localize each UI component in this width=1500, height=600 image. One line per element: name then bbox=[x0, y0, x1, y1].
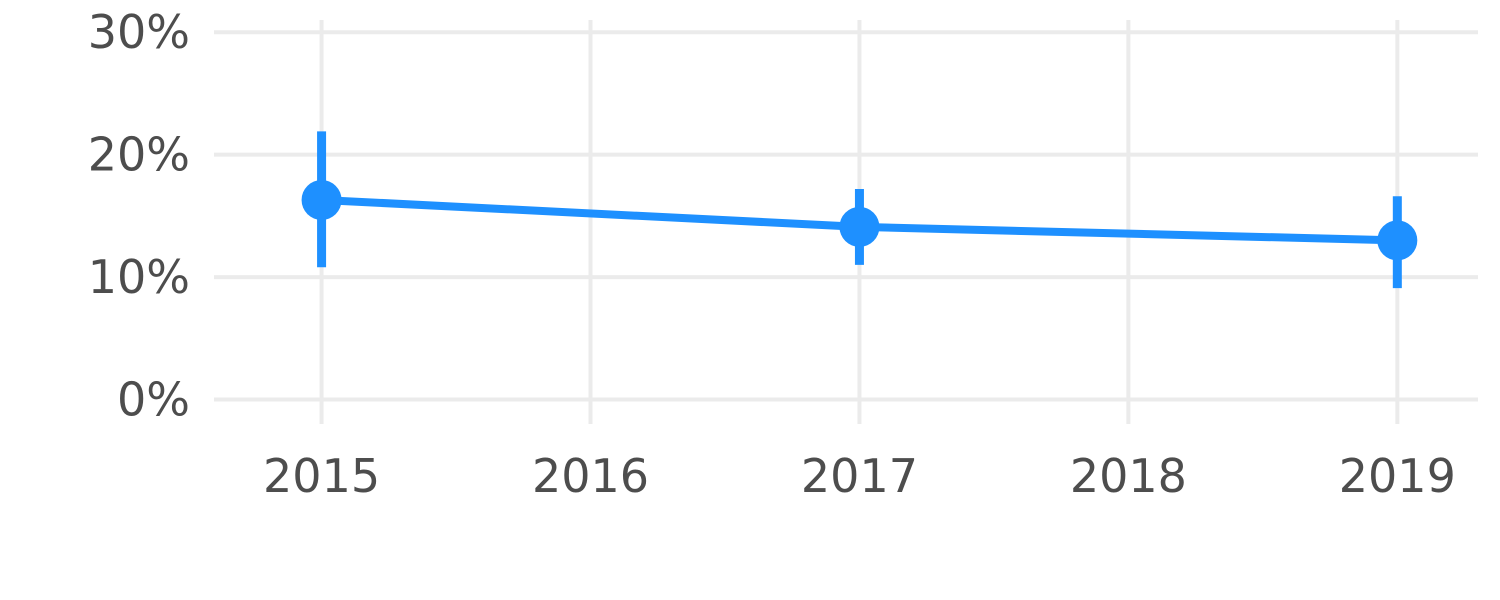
x-axis-tick-labels: 2015 2016 2017 2018 2019 bbox=[263, 449, 1456, 503]
series-marks bbox=[301, 131, 1418, 289]
x-tick-label: 2016 bbox=[532, 449, 649, 503]
y-tick-label: 20% bbox=[88, 128, 190, 182]
data-point bbox=[301, 179, 342, 220]
data-point bbox=[839, 206, 880, 247]
y-gridlines bbox=[214, 30, 1478, 402]
x-tick-label: 2018 bbox=[1070, 449, 1187, 503]
data-point bbox=[1377, 220, 1418, 261]
y-axis-tick-labels: 0% 10% 20% 30% bbox=[88, 5, 190, 426]
y-tick-label: 0% bbox=[117, 373, 190, 427]
x-tick-label: 2019 bbox=[1339, 449, 1456, 503]
y-tick-label: 30% bbox=[88, 5, 190, 59]
y-tick-label: 10% bbox=[88, 250, 190, 304]
x-tick-label: 2015 bbox=[263, 449, 380, 503]
x-tick-label: 2017 bbox=[801, 449, 918, 503]
